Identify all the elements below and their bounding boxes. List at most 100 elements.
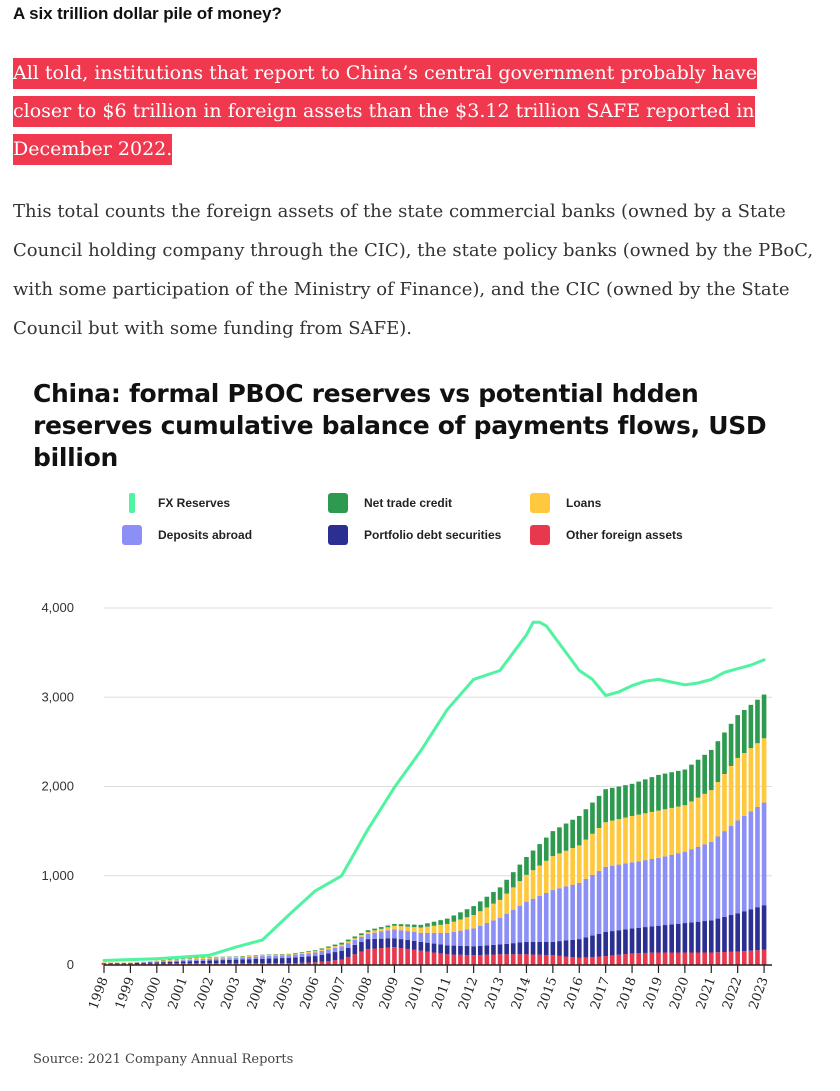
bar-segment — [438, 953, 443, 965]
bar-segment — [167, 959, 173, 961]
bar-segment — [273, 955, 278, 959]
bar-segment — [748, 704, 754, 749]
bar-segment — [623, 929, 628, 955]
bar-segment — [286, 957, 292, 964]
bar-segment — [312, 956, 318, 963]
bar-segment — [728, 723, 734, 766]
bar-segment — [649, 926, 655, 953]
x-tick-label: 2008 — [350, 975, 375, 1011]
bar-segment — [220, 957, 226, 959]
bar-segment — [207, 957, 212, 959]
bar-segment — [114, 963, 120, 965]
bar-segment — [180, 961, 186, 964]
bar-segment — [708, 790, 714, 842]
bar-segment — [702, 754, 707, 794]
bar-segment — [557, 941, 562, 956]
bar-segment — [636, 927, 641, 954]
bar-segment — [741, 753, 747, 816]
bar-segment — [484, 907, 490, 924]
bar-segment — [649, 952, 655, 965]
bar-segment — [220, 958, 226, 961]
x-tick-label: 2021 — [694, 975, 719, 1011]
bar-segment — [728, 915, 734, 952]
bar-segment — [174, 959, 179, 961]
bar-segment — [425, 923, 430, 927]
bar-segment — [530, 870, 536, 899]
bar-segment — [378, 938, 384, 949]
bar-segment — [603, 789, 608, 823]
bar-segment — [207, 958, 212, 961]
legend-item-other-foreign-assets: Other foreign assets — [530, 525, 683, 545]
bar-segment — [642, 952, 648, 965]
bar-segment — [246, 959, 252, 964]
bar-segment — [352, 938, 358, 941]
bar-segment — [332, 944, 338, 947]
bar-segment — [167, 963, 173, 965]
bar-segment — [576, 815, 582, 846]
bar-segment — [180, 958, 186, 961]
bar-segment — [306, 953, 311, 957]
bar-segment — [385, 925, 391, 928]
bar-segment — [101, 962, 107, 963]
bar-segment — [378, 948, 384, 965]
bar-segment — [161, 959, 166, 961]
bar-segment — [392, 925, 397, 930]
bar-segment — [590, 833, 595, 875]
bar-segment — [306, 951, 311, 952]
bar-segment — [629, 928, 635, 954]
bar-segment — [623, 954, 628, 965]
x-tick-label: 2009 — [377, 975, 402, 1011]
bar-segment — [510, 887, 516, 910]
bar-segment — [497, 887, 503, 900]
bar-segment — [326, 953, 331, 961]
bar-segment — [286, 953, 292, 955]
legend-label-loans: Loans — [566, 496, 602, 510]
bar-segment — [543, 941, 549, 955]
bar-segment — [233, 956, 239, 958]
bar-segment — [543, 860, 549, 893]
bar-segment — [748, 811, 754, 910]
bar-segment — [319, 949, 325, 951]
bar-segment — [147, 962, 153, 964]
bar-segment — [755, 907, 760, 951]
bar-segment — [167, 960, 173, 962]
bar-segment — [253, 956, 259, 959]
bar-segment — [623, 817, 628, 864]
bar-segment — [378, 928, 384, 932]
bar-segment — [339, 942, 344, 945]
bar-segment — [596, 795, 602, 829]
bar-segment — [121, 962, 127, 964]
bar-segment — [312, 951, 318, 953]
bar-segment — [293, 957, 298, 963]
bar-segment — [609, 865, 615, 932]
bar-segment — [246, 956, 252, 960]
bar-segment — [596, 956, 602, 965]
bar-segment — [121, 962, 127, 963]
bar-segment — [662, 856, 668, 926]
bar-segment — [497, 954, 503, 965]
bar-segment — [339, 944, 344, 947]
bar-segment — [200, 957, 206, 958]
bar-segment — [121, 963, 127, 965]
bar-segment — [530, 850, 536, 871]
bar-segment — [728, 951, 734, 965]
bar-segment — [398, 948, 404, 965]
bar-segment — [392, 929, 397, 939]
bar-segment — [484, 896, 490, 908]
bar-segment — [141, 961, 146, 963]
bar-segment — [444, 923, 450, 933]
bar-segment — [378, 927, 384, 929]
bar-segment — [656, 925, 661, 953]
legend-label-portfolio-debt: Portfolio debt securities — [364, 528, 502, 542]
bar-segment — [656, 857, 661, 926]
bar-segment — [504, 879, 509, 894]
bar-segment — [471, 928, 476, 947]
bar-segment — [576, 845, 582, 883]
bar-segment — [675, 853, 681, 924]
x-tick-label: 1999 — [113, 975, 138, 1011]
bar-segment — [141, 962, 146, 963]
bar-segment — [543, 954, 549, 965]
bar-segment — [108, 962, 113, 963]
bar-segment — [260, 954, 265, 956]
bar-segment — [504, 893, 509, 914]
